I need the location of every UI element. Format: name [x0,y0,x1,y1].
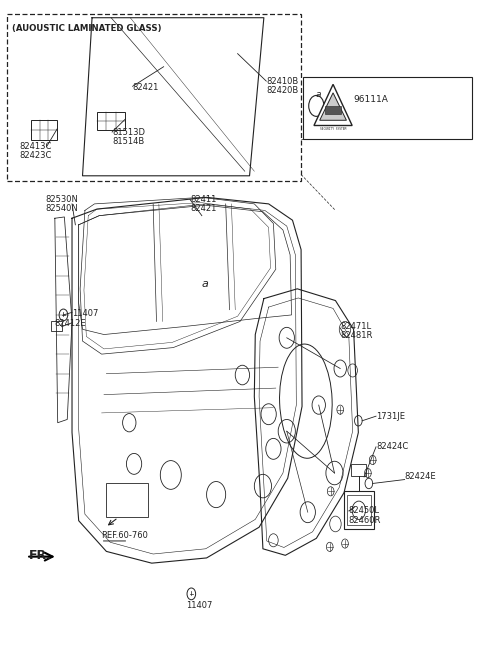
Bar [7,14,300,181]
Text: 1731JE: 1731JE [376,412,405,420]
Text: 82410B: 82410B [266,77,299,85]
Text: (AUOUSTIC LAMINATED GLASS): (AUOUSTIC LAMINATED GLASS) [12,24,161,33]
Text: 82540N: 82540N [45,204,78,213]
Text: 82411: 82411 [190,195,216,204]
Text: 11407: 11407 [187,601,213,610]
Text: 82424E: 82424E [405,472,436,482]
Text: 82423C: 82423C [20,151,52,160]
Text: 82530N: 82530N [45,195,78,204]
Text: 82424C: 82424C [376,442,408,451]
Text: 11407: 11407 [72,309,98,318]
Text: 82481R: 82481R [340,331,372,340]
Polygon shape [320,93,347,120]
Text: 82420B: 82420B [266,86,299,94]
Bar [107,483,148,518]
Text: a: a [315,91,321,99]
Text: a: a [202,279,209,289]
Text: 82460R: 82460R [349,516,381,525]
Text: 96111A: 96111A [354,95,388,104]
Bar [344,491,373,529]
Text: 81513D: 81513D [112,127,145,136]
Bar [303,77,472,138]
Text: FR.: FR. [29,549,52,562]
Text: 82413C: 82413C [20,142,52,151]
Text: 82421: 82421 [132,83,159,92]
Text: 82450L: 82450L [349,506,380,516]
Bar [51,321,61,331]
Text: 82471L: 82471L [340,322,372,331]
Text: 81514B: 81514B [112,136,144,146]
Text: REF.60-760: REF.60-760 [101,531,147,541]
Bar [31,120,57,140]
Text: 82421: 82421 [190,204,216,213]
Bar [325,106,341,113]
Bar [351,464,366,476]
Bar [347,495,371,525]
Text: SECURITY SYSTEM: SECURITY SYSTEM [320,127,346,131]
Polygon shape [314,85,352,125]
Bar [97,112,125,130]
Text: 82412E: 82412E [54,319,85,328]
